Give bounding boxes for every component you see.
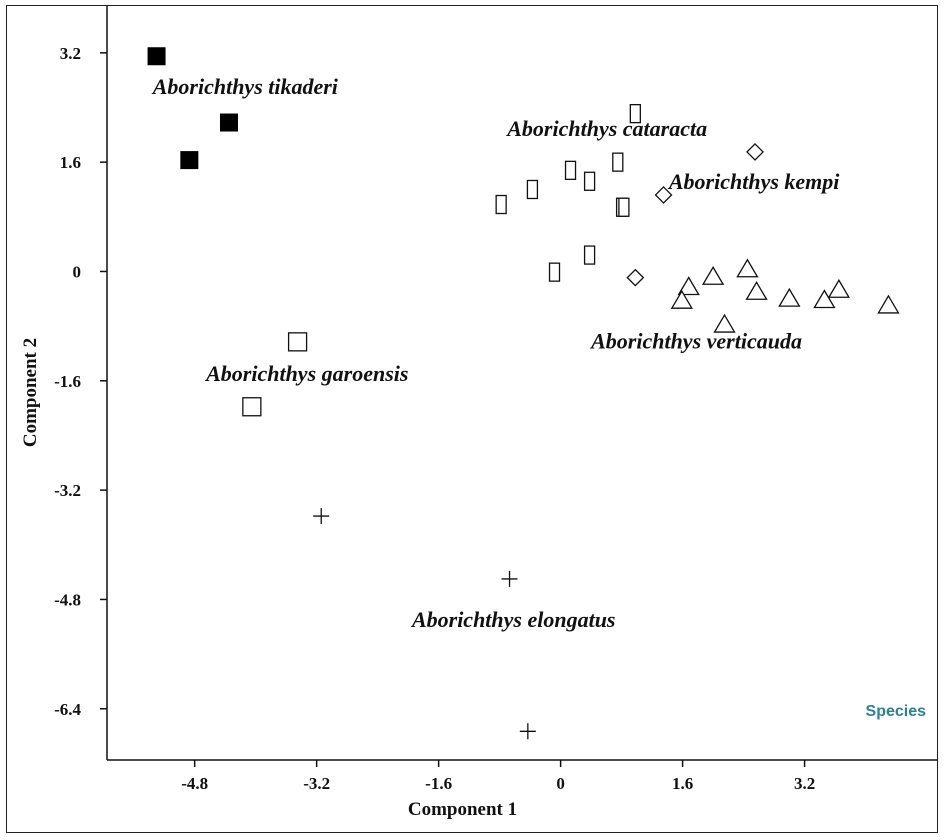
data-point-rectangle (629, 103, 641, 124)
y-tick-label: 1.6 (60, 153, 81, 172)
species-annotation: Aborichthys cataracta (505, 116, 707, 141)
data-point-rectangle (564, 160, 577, 180)
data-point-rectangle (618, 197, 630, 217)
data-point-plus (519, 723, 536, 740)
x-tick-label: -1.6 (425, 774, 452, 793)
x-axis-title: Component 1 (408, 799, 517, 820)
data-point-triangle (778, 287, 801, 307)
data-point-triangle (713, 313, 736, 333)
data-point-plus (313, 508, 330, 525)
data-point-filled-square (219, 113, 238, 132)
y-tick-label: -1.6 (54, 372, 81, 391)
y-tick-label: 0 (73, 262, 82, 281)
species-annotation: Aborichthys verticauda (589, 329, 802, 354)
data-point-rectangle (495, 194, 507, 215)
data-point-rectangle (548, 262, 561, 282)
data-point-filled-square (180, 151, 199, 170)
data-point-triangle (877, 294, 900, 314)
x-tick-label: -4.8 (181, 774, 208, 793)
y-tick-label: -6.4 (54, 700, 81, 719)
x-tick-label: -3.2 (303, 774, 330, 793)
species-annotation: Aborichthys elongatus (410, 607, 616, 632)
data-point-rectangle (612, 152, 624, 172)
data-point-plus (501, 570, 518, 587)
y-axis-title: Component 2 (20, 338, 41, 447)
x-tick-label: 3.2 (794, 774, 815, 793)
y-tick-label: -3.2 (54, 481, 81, 500)
species-annotation: Aborichthys kempi (667, 169, 840, 194)
species-annotation: Aborichthys garoensis (204, 361, 408, 386)
data-point-rectangle (526, 179, 539, 200)
data-point-triangle (670, 289, 693, 309)
data-point-diamond (626, 268, 645, 287)
data-point-triangle (677, 276, 700, 296)
y-tick-label: 3.2 (60, 44, 81, 63)
species-annotation: Aborichthys tikaderi (151, 74, 339, 99)
data-point-rectangle (583, 171, 596, 191)
data-point-square (242, 397, 262, 417)
data-point-diamond (746, 142, 764, 161)
data-point-square (287, 332, 308, 352)
data-point-rectangle (583, 245, 596, 265)
data-point-triangle (736, 258, 759, 278)
data-point-triangle (701, 265, 725, 285)
x-tick-label: 1.6 (672, 774, 693, 793)
data-point-diamond (654, 186, 673, 204)
data-point-triangle (745, 281, 768, 300)
data-point-triangle (813, 289, 836, 309)
data-point-filled-square (147, 47, 166, 66)
x-tick-label: 0 (556, 774, 565, 793)
chart-frame (6, 5, 938, 833)
data-point-triangle (827, 278, 851, 298)
y-tick-label: -4.8 (54, 590, 81, 609)
legend-label: Species (866, 703, 927, 720)
